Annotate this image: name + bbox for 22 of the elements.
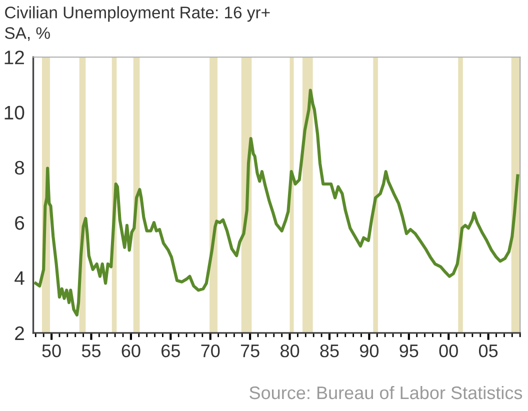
x-tick-label: 50 [42,344,61,358]
line-series [34,88,520,317]
x-tick-label: 75 [240,344,260,358]
y-tick-label: 6 [15,216,24,230]
y-tick-label: 10 [4,106,24,120]
chart-subtitle: SA, % [4,27,50,41]
y-tick-label: 2 [15,326,24,340]
x-tick-label: 05 [478,344,498,358]
x-tick-label: 85 [320,344,339,358]
y-tick-label: 12 [4,50,24,64]
y-tick-label: 8 [14,160,24,175]
x-tick-label: 90 [360,344,379,358]
x-tick-label: 95 [400,344,418,358]
chart-title: Civilian Unemployment Rate: 16 yr+ [5,6,270,22]
x-tick-label: 00 [439,344,458,358]
x-tick-label: 60 [122,344,140,358]
x-tick-label: 55 [82,344,101,358]
source-note: Source: Bureau of Labor Statistics [250,386,522,400]
y-tick-label: 4 [14,271,24,285]
x-tick-label: 70 [201,344,220,358]
x-tick-label: 80 [280,344,300,358]
x-tick-label: 65 [162,344,180,358]
